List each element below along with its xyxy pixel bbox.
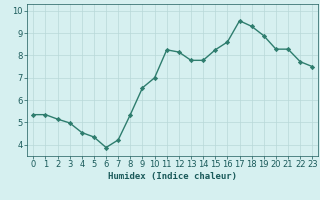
X-axis label: Humidex (Indice chaleur): Humidex (Indice chaleur) (108, 172, 237, 181)
